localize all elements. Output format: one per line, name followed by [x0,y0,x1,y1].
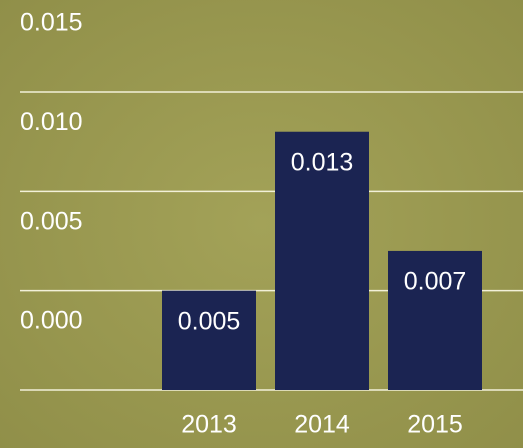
y-tick-label: 0.000 [20,307,83,335]
bar [162,290,256,390]
value-label: 0.007 [404,268,467,296]
bar [275,131,369,390]
value-label: 0.005 [178,307,241,335]
y-tick-label: 0.005 [20,207,83,235]
bar [388,250,482,390]
y-tick-label: 0.015 [20,9,83,37]
y-tick-label: 0.010 [20,108,83,136]
x-tick-label: 2013 [181,411,237,439]
x-tick-label: 2014 [294,411,350,439]
x-tick-label: 2015 [407,411,463,439]
value-label: 0.013 [291,148,354,176]
